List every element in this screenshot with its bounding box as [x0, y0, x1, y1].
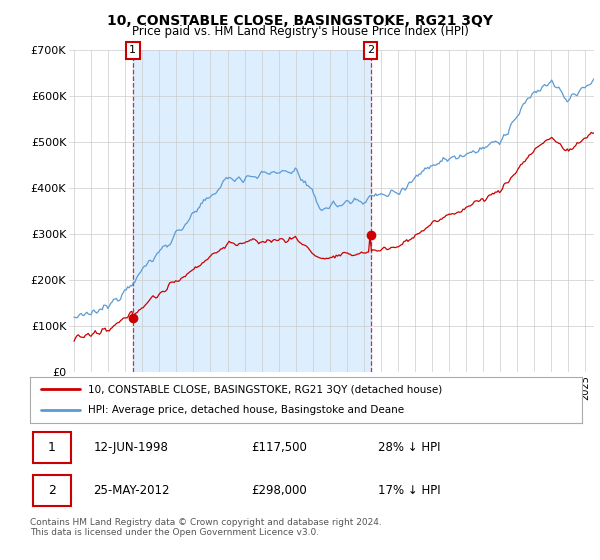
Text: 10, CONSTABLE CLOSE, BASINGSTOKE, RG21 3QY (detached house): 10, CONSTABLE CLOSE, BASINGSTOKE, RG21 3… [88, 384, 442, 394]
Text: 2: 2 [48, 484, 56, 497]
Text: HPI: Average price, detached house, Basingstoke and Deane: HPI: Average price, detached house, Basi… [88, 405, 404, 416]
Bar [133, 50, 371, 372]
Text: 25-MAY-2012: 25-MAY-2012 [94, 484, 170, 497]
Text: 2: 2 [367, 45, 374, 55]
Text: Price paid vs. HM Land Registry's House Price Index (HPI): Price paid vs. HM Land Registry's House … [131, 25, 469, 38]
Text: 28% ↓ HPI: 28% ↓ HPI [378, 441, 440, 454]
Text: 17% ↓ HPI: 17% ↓ HPI [378, 484, 440, 497]
FancyBboxPatch shape [33, 432, 71, 463]
Text: Contains HM Land Registry data © Crown copyright and database right 2024.
This d: Contains HM Land Registry data © Crown c… [30, 518, 382, 538]
FancyBboxPatch shape [33, 475, 71, 506]
Text: £117,500: £117,500 [251, 441, 307, 454]
Text: 1: 1 [48, 441, 56, 454]
Text: 12-JUN-1998: 12-JUN-1998 [94, 441, 169, 454]
Text: 1: 1 [129, 45, 136, 55]
Text: 10, CONSTABLE CLOSE, BASINGSTOKE, RG21 3QY: 10, CONSTABLE CLOSE, BASINGSTOKE, RG21 3… [107, 14, 493, 28]
Text: £298,000: £298,000 [251, 484, 307, 497]
